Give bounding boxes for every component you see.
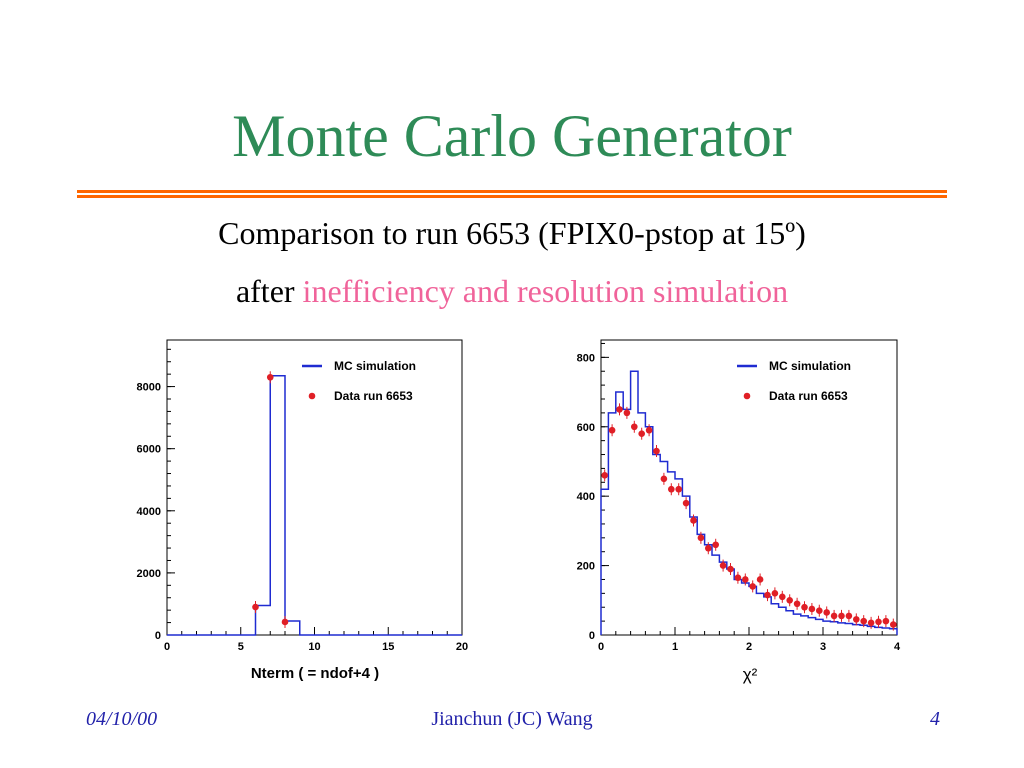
data-point — [867, 619, 875, 627]
footer-page-number: 4 — [930, 708, 940, 730]
data-point — [734, 574, 742, 582]
legend-data-swatch — [743, 392, 751, 400]
data-point — [838, 612, 845, 620]
data-point — [601, 472, 608, 479]
data-point — [660, 475, 668, 483]
y-tick-label: 200 — [577, 561, 595, 573]
data-point — [845, 612, 853, 620]
x-tick-label: 1 — [672, 641, 678, 653]
data-point — [875, 618, 882, 626]
y-tick-label: 8000 — [137, 382, 161, 394]
y-tick-label: 6000 — [137, 444, 161, 456]
y-tick-label: 0 — [155, 630, 161, 642]
footer-author: Jianchun (JC) Wang — [431, 708, 593, 730]
data-point — [742, 576, 749, 583]
data-point — [712, 541, 719, 549]
x-axis-label: χ² — [743, 665, 758, 684]
chi2-histogram-chart: 0 1 2 3 4 0 200 400 600 800 MC simulation Data run … — [577, 339, 901, 684]
data-point — [890, 621, 897, 628]
legend-label: Data run 6653 — [769, 389, 848, 403]
data-point — [860, 617, 867, 625]
data-point — [801, 603, 808, 611]
legend-label: MC simulation — [769, 359, 851, 373]
y-tick-label: 600 — [577, 422, 595, 434]
data-point — [631, 423, 638, 431]
data-point — [830, 612, 838, 620]
data-point — [668, 485, 675, 493]
x-tick-label: 0 — [598, 641, 604, 653]
data-point — [779, 593, 786, 601]
x-tick-label: 5 — [238, 641, 244, 653]
data-point — [653, 447, 660, 455]
data-point — [608, 426, 616, 434]
data-point — [823, 609, 830, 616]
data-point — [719, 562, 727, 569]
x-tick-label: 10 — [308, 641, 320, 653]
plot-frame — [166, 339, 463, 636]
x-tick-label: 3 — [820, 641, 826, 653]
data-point — [808, 605, 816, 613]
title-rule-top — [77, 190, 947, 193]
y-tick-label: 2000 — [137, 568, 161, 580]
x-tick-label: 15 — [382, 641, 394, 653]
mc-histogram-line — [600, 370, 898, 635]
data-point — [749, 583, 756, 590]
y-tick-label: 800 — [577, 352, 595, 364]
x-tick-label: 0 — [164, 641, 170, 653]
data-point — [786, 596, 793, 604]
data-point — [623, 409, 631, 417]
x-tick-label: 20 — [456, 641, 468, 653]
legend-label: Data run 6653 — [334, 389, 413, 403]
plot-frame — [600, 339, 898, 636]
data-point — [252, 603, 259, 611]
data-point — [882, 617, 890, 625]
title-rule-bottom — [77, 195, 947, 198]
subtitle-highlight: inefficiency and resolution simulation — [302, 273, 789, 309]
data-point — [764, 591, 771, 599]
data-point — [638, 430, 645, 438]
y-tick-label: 400 — [577, 491, 595, 503]
y-tick-label: 4000 — [137, 506, 161, 518]
legend-label: MC simulation — [334, 359, 416, 373]
mc-histogram-line — [167, 374, 462, 636]
legend-data-swatch — [308, 392, 316, 400]
data-point — [690, 517, 697, 524]
data-point — [281, 618, 289, 626]
subtitle-line-1: Comparison to run 6653 (FPIX0-pstop at 1… — [218, 215, 806, 251]
data-point — [705, 544, 712, 552]
nterm-histogram-chart: 0 5 10 15 20 0 2000 4000 6000 8000 MC simulation Da… — [137, 339, 468, 682]
data-point — [756, 576, 764, 583]
data-point — [771, 590, 779, 597]
data-point — [697, 534, 705, 542]
subtitle-prefix: after — [235, 273, 295, 309]
x-tick-label: 4 — [894, 641, 901, 653]
x-tick-label: 2 — [746, 641, 752, 653]
footer-date: 04/10/00 — [86, 708, 158, 730]
data-point — [816, 607, 823, 615]
y-tick-label: 0 — [589, 630, 595, 642]
subtitle-line-2: after inefficiency and resolution simula… — [0, 273, 1024, 310]
data-point — [793, 600, 801, 608]
x-axis-label: Nterm ( = ndof+4 ) — [251, 665, 379, 682]
data-point — [616, 406, 623, 413]
data-point — [853, 616, 860, 623]
slide-title: Monte Carlo Generator — [232, 103, 792, 169]
data-point — [675, 485, 682, 493]
data-point — [682, 499, 690, 507]
data-point — [645, 426, 653, 434]
data-point — [266, 373, 274, 381]
data-point — [727, 565, 734, 573]
